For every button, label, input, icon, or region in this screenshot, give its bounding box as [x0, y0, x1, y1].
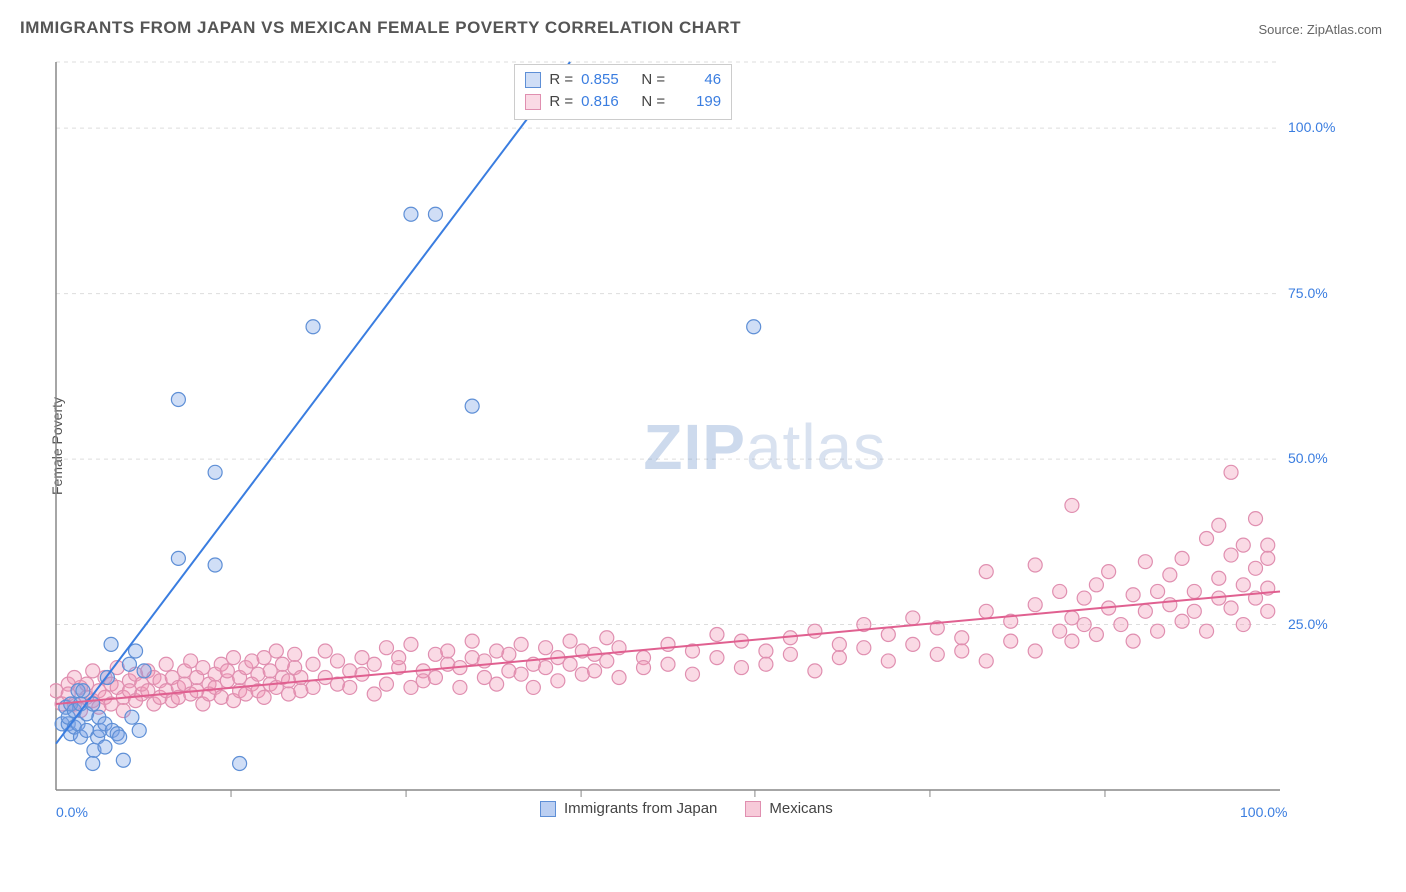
- source-attribution: Source: ZipAtlas.com: [1258, 22, 1382, 37]
- legend-swatch: [540, 801, 556, 817]
- stats-r-value: 0.816: [581, 91, 629, 113]
- chart-title: IMMIGRANTS FROM JAPAN VS MEXICAN FEMALE …: [20, 18, 741, 38]
- x-tick-label: 0.0%: [56, 804, 88, 820]
- y-tick-label: 100.0%: [1288, 119, 1335, 135]
- scatter-plot: ZIPatlas R = 0.855 N = 46R = 0.816 N = 1…: [50, 56, 1340, 826]
- y-tick-label: 50.0%: [1288, 450, 1328, 466]
- stats-r-value: 0.855: [581, 69, 629, 91]
- stats-r-label: R =: [549, 91, 573, 113]
- legend-swatch: [525, 72, 541, 88]
- legend-item: Immigrants from Japan: [540, 800, 717, 817]
- stats-row: R = 0.855 N = 46: [525, 69, 721, 91]
- legend-swatch: [745, 801, 761, 817]
- stats-n-label: N =: [637, 91, 665, 113]
- correlation-legend: R = 0.855 N = 46R = 0.816 N = 199: [514, 64, 732, 120]
- legend-label: Immigrants from Japan: [564, 800, 717, 817]
- y-tick-label: 25.0%: [1288, 616, 1328, 632]
- legend-item: Mexicans: [745, 800, 832, 817]
- series-legend: Immigrants from Japan Mexicans: [540, 800, 833, 817]
- stats-row: R = 0.816 N = 199: [525, 91, 721, 113]
- stats-n-value: 199: [673, 91, 721, 113]
- x-tick-label: 100.0%: [1240, 804, 1287, 820]
- chart-canvas: [50, 56, 1340, 826]
- stats-n-label: N =: [637, 69, 665, 91]
- y-tick-label: 75.0%: [1288, 285, 1328, 301]
- legend-label: Mexicans: [769, 800, 832, 817]
- legend-swatch: [525, 94, 541, 110]
- stats-r-label: R =: [549, 69, 573, 91]
- stats-n-value: 46: [673, 69, 721, 91]
